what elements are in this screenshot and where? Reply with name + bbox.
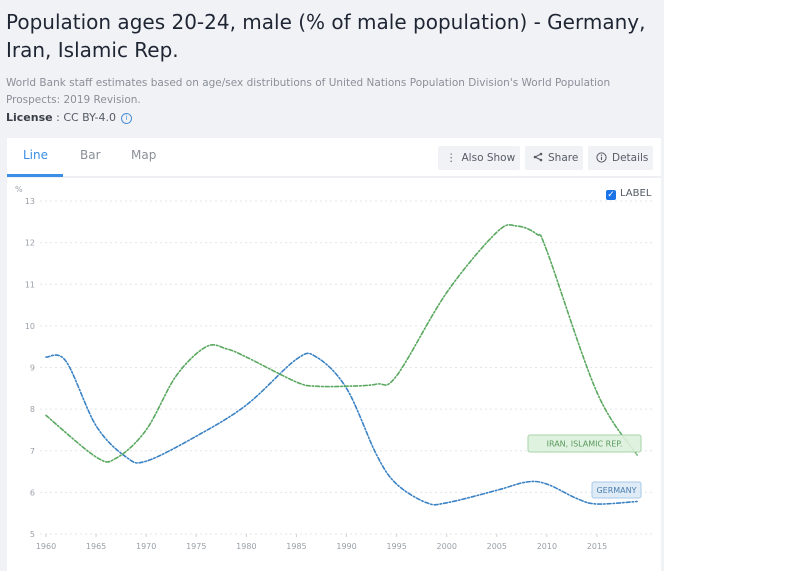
- label-toggle[interactable]: ✓ LABEL: [606, 188, 651, 200]
- x-tick-label: 1980: [236, 542, 256, 551]
- x-tick-label: 2010: [537, 542, 557, 551]
- checkbox-checked-icon[interactable]: ✓: [606, 190, 616, 200]
- share-label: Share: [548, 152, 579, 164]
- y-tick-label: 6: [30, 488, 35, 497]
- info-icon[interactable]: i: [121, 113, 132, 124]
- license-value[interactable]: CC BY-4.0: [63, 111, 116, 124]
- chart-card: Line Bar Map ⋮ Also Show Share Details ✓ L…: [7, 138, 661, 571]
- also-show-label: Also Show: [461, 152, 516, 164]
- series-line-germany[interactable]: [45, 352, 638, 506]
- series-line-iran-islamic-rep[interactable]: [45, 223, 638, 463]
- y-tick-label: 5: [30, 530, 35, 539]
- chart-tabs: Line Bar Map ⋮ Also Show Share Details: [7, 138, 661, 178]
- y-tick-label: 9: [30, 364, 35, 373]
- series-label-iran-islamic-rep: IRAN, ISLAMIC REP.: [547, 440, 623, 449]
- y-tick-label: 8: [30, 405, 35, 414]
- share-icon: [533, 146, 543, 170]
- y-tick-label: 12: [25, 239, 35, 248]
- content-panel: Population ages 20-24, male (% of male p…: [0, 0, 664, 571]
- x-tick-label: 1990: [336, 542, 356, 551]
- page-title: Population ages 20-24, male (% of male p…: [6, 10, 646, 62]
- x-tick-label: 1960: [36, 542, 56, 551]
- tab-line[interactable]: Line: [23, 148, 49, 162]
- details-button[interactable]: Details: [588, 146, 653, 170]
- line-chart: 5 6 7 8 9 10 11 12 13 1960 1965 1970 1975 1980 1985 19…: [15, 185, 654, 551]
- license-label: License: [6, 111, 53, 124]
- details-label: Details: [612, 152, 649, 164]
- series-label-box-iran-islamic-rep: [527, 434, 642, 453]
- x-tick-label: 1985: [286, 542, 306, 551]
- series-label-box-germany: [591, 481, 642, 499]
- tab-bar[interactable]: Bar: [80, 148, 101, 162]
- label-toggle-text: LABEL: [620, 188, 652, 199]
- active-tab-indicator: [7, 174, 63, 177]
- x-tick-label: 2000: [437, 542, 457, 551]
- y-tick-label: 11: [25, 280, 35, 289]
- y-tick-label: 13: [25, 197, 35, 206]
- info-icon: [596, 146, 607, 170]
- tab-map[interactable]: Map: [131, 148, 157, 162]
- x-tick-label: 2015: [587, 542, 607, 551]
- y-tick-label: 10: [25, 322, 35, 331]
- vertical-dots-icon: ⋮: [446, 152, 457, 164]
- x-tick-label: 1975: [186, 542, 206, 551]
- series-label-germany: GERMANY: [596, 486, 636, 495]
- x-tick-label: 1965: [86, 542, 106, 551]
- x-tick-label: 1970: [136, 542, 156, 551]
- license-separator: :: [52, 111, 64, 124]
- source-description: World Bank staff estimates based on age/…: [6, 77, 611, 106]
- y-tick-label: 7: [30, 447, 35, 456]
- license-line: License : CC BY-4.0 i: [6, 111, 132, 124]
- x-tick-label: 1995: [386, 542, 406, 551]
- y-axis-unit: %: [15, 185, 23, 194]
- x-tick-label: 2005: [487, 542, 507, 551]
- also-show-button[interactable]: ⋮ Also Show: [438, 146, 520, 170]
- share-button[interactable]: Share: [525, 146, 583, 170]
